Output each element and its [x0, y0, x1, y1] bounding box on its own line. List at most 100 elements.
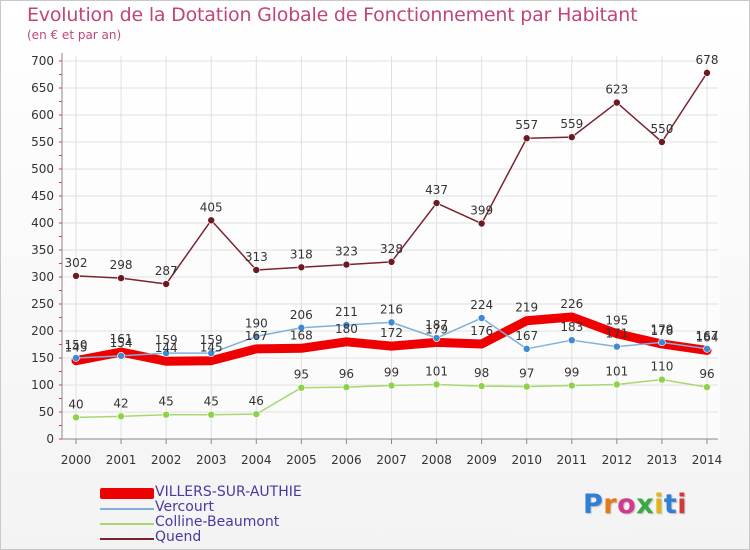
y-tick-label-550: 550: [31, 135, 54, 149]
data-label-s1-2013: 179: [650, 322, 673, 336]
y-tick-label-600: 600: [31, 108, 54, 122]
x-tick-label-2011: 2011: [557, 453, 588, 467]
data-label-s3-2006: 323: [335, 245, 358, 259]
data-label-s0-2014: 164: [696, 330, 719, 344]
x-tick-label-2000: 2000: [61, 453, 92, 467]
x-tick-label-2009: 2009: [466, 453, 497, 467]
point-s3-2014: [703, 69, 711, 77]
y-tick-label-250: 250: [31, 297, 54, 311]
y-tick-label-650: 650: [31, 81, 54, 95]
point-s3-2006: [342, 260, 351, 269]
point-s2-2006: [342, 383, 351, 391]
x-tick-label-2005: 2005: [286, 453, 317, 467]
data-label-s1-2011: 183: [560, 320, 583, 334]
point-s2-2013: [658, 375, 666, 384]
data-label-s0-2003: 145: [200, 341, 223, 355]
point-s2-2014: [703, 383, 711, 391]
data-label-s3-2005: 318: [290, 247, 313, 261]
point-s2-2008: [432, 380, 441, 389]
data-label-s0-2001: 161: [110, 332, 133, 346]
legend-swatch-villers: [100, 488, 154, 499]
data-label-s0-2004: 167: [245, 329, 268, 343]
data-label-s0-2002: 144: [155, 341, 178, 355]
data-label-s0-2010: 219: [515, 301, 538, 315]
point-s3-2012: [613, 98, 621, 107]
data-label-s1-2001: 154: [110, 336, 133, 350]
data-label-s0-2009: 176: [470, 324, 493, 338]
y-tick-label-100: 100: [31, 378, 54, 392]
data-label-s3-2010: 557: [515, 118, 538, 132]
data-label-s3-2009: 399: [470, 204, 493, 218]
point-s2-2009: [477, 382, 486, 390]
point-s2-2011: [567, 381, 576, 390]
x-tick-label-2007: 2007: [376, 453, 407, 467]
point-s1-2000: [72, 354, 80, 362]
legend-swatch-villers-mark: [100, 488, 154, 499]
point-s1-2004: [252, 332, 261, 341]
x-tick-label-2006: 2006: [331, 453, 362, 467]
legend-label-vercourt: Vercourt: [155, 499, 214, 515]
data-label-s3-2008: 437: [425, 183, 448, 197]
point-s2-2007: [387, 381, 396, 390]
data-label-s2-2007: 99: [384, 366, 399, 380]
data-label-s1-2014: 167: [696, 329, 719, 343]
point-s3-2004: [252, 266, 261, 274]
data-label-s2-2005: 95: [294, 368, 309, 382]
legend-swatch-colline: [100, 523, 154, 525]
x-tick-label-2003: 2003: [196, 453, 227, 467]
data-label-s2-2003: 45: [204, 395, 219, 409]
data-label-s1-2004: 190: [245, 316, 268, 330]
data-label-s0-2013: 176: [650, 324, 673, 338]
data-label-s3-2000: 302: [65, 256, 88, 270]
data-label-s2-2001: 42: [113, 396, 128, 410]
data-label-s3-2011: 559: [560, 117, 583, 131]
point-s2-2004: [252, 410, 261, 418]
point-s1-2005: [297, 323, 306, 332]
y-tick-label-50: 50: [39, 405, 54, 419]
data-label-s3-2007: 328: [380, 242, 403, 256]
data-label-s0-2007: 172: [380, 326, 403, 340]
point-s2-2001: [117, 412, 125, 421]
data-label-s2-2006: 96: [339, 367, 354, 381]
point-s3-2010: [522, 134, 531, 143]
y-tick-label-150: 150: [31, 351, 54, 365]
chart-title: Evolution de la Dotation Globale de Fonc…: [27, 4, 638, 26]
data-label-s1-2003: 159: [200, 333, 223, 347]
data-label-s1-2012: 171: [605, 327, 628, 341]
point-s2-2003: [207, 410, 216, 419]
point-s3-2013: [658, 138, 666, 146]
data-label-s3-2012: 623: [605, 83, 628, 97]
point-s1-2010: [522, 345, 531, 353]
point-s3-2009: [477, 219, 486, 228]
y-tick-label-400: 400: [31, 216, 54, 230]
x-tick-label-2001: 2001: [106, 453, 137, 467]
data-label-s1-2002: 159: [155, 333, 178, 347]
data-label-s3-2002: 287: [155, 264, 178, 278]
data-label-s2-2010: 97: [519, 367, 534, 381]
y-tick-label-700: 700: [31, 54, 54, 68]
point-s1-2002: [162, 349, 170, 357]
data-label-s1-2005: 206: [290, 308, 313, 322]
point-s1-2006: [342, 321, 351, 329]
data-label-s2-2004: 46: [249, 394, 264, 408]
point-s3-2007: [387, 258, 396, 266]
legend-label-villers: VILLERS-SUR-AUTHIE: [155, 484, 302, 500]
x-tick-label-2010: 2010: [511, 453, 542, 467]
plot-area: [60, 53, 720, 439]
point-s2-2010: [522, 382, 531, 391]
legend-label-colline: Colline-Beaumont: [155, 514, 280, 530]
data-label-s2-2008: 101: [425, 364, 448, 378]
data-label-s0-2000: 145: [65, 341, 88, 355]
legend-label-quend: Quend: [155, 529, 202, 545]
point-s2-2005: [297, 383, 306, 392]
data-label-s0-2006: 180: [335, 322, 358, 336]
data-label-s3-2013: 550: [650, 122, 673, 136]
point-s3-2002: [162, 280, 170, 288]
x-tick-label-2014: 2014: [692, 453, 723, 467]
data-label-s1-2000: 150: [65, 338, 88, 352]
data-label-s1-2010: 167: [515, 329, 538, 343]
y-tick-label-200: 200: [31, 324, 54, 338]
point-s1-2013: [658, 338, 666, 347]
y-tick-label-300: 300: [31, 270, 54, 284]
point-s1-2003: [207, 349, 216, 357]
